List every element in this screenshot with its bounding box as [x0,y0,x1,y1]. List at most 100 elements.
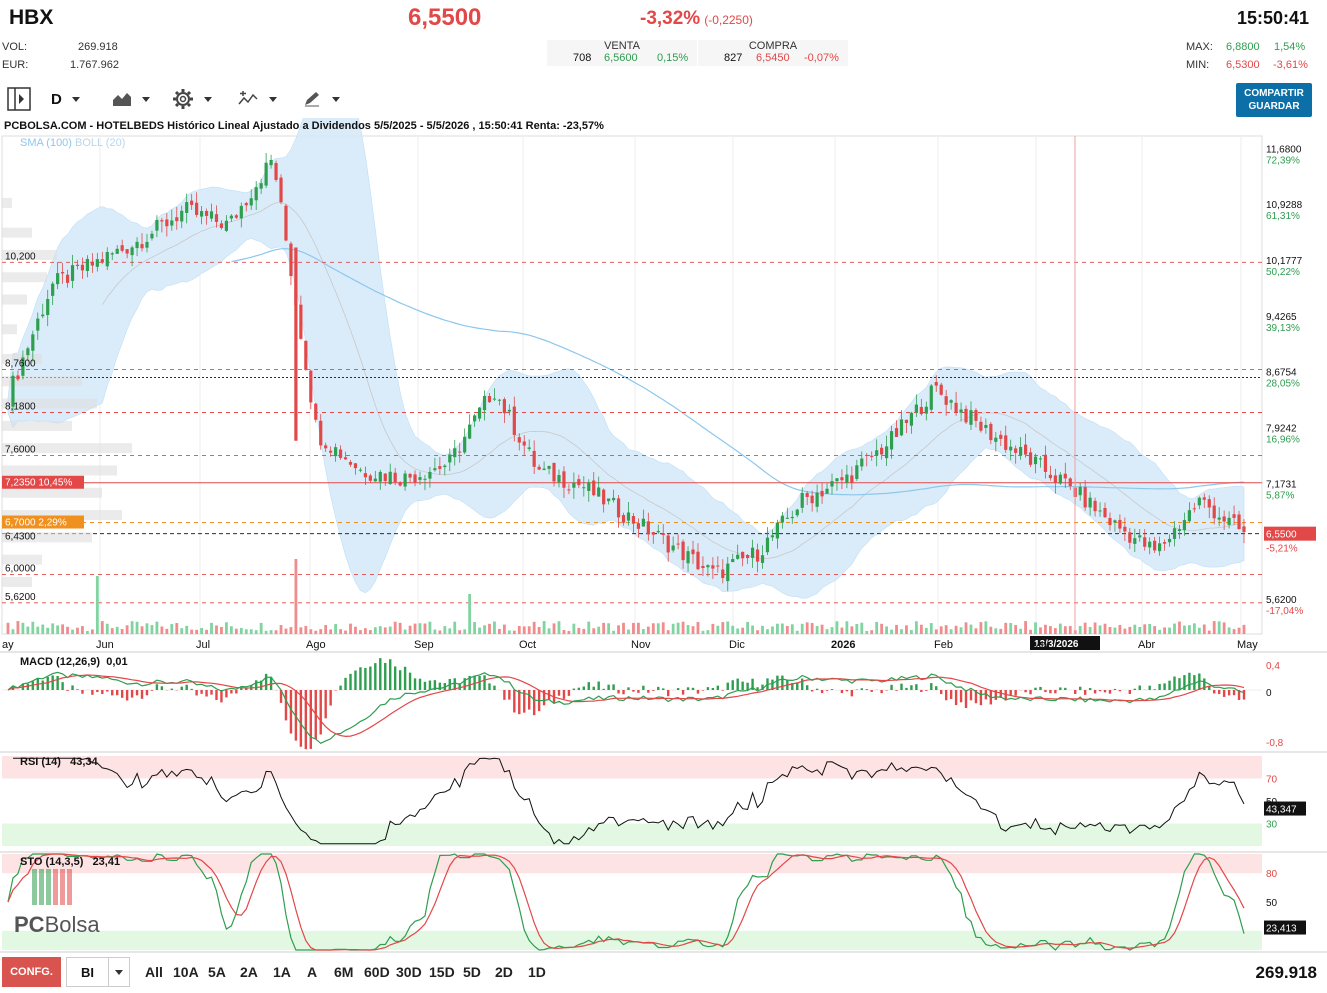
volume-bar [1207,630,1211,634]
candle [41,314,45,317]
toggle-panel-button[interactable] [6,86,32,112]
macd-hist [1098,690,1102,692]
volume-bar [522,626,526,634]
candle [681,541,685,561]
macd-hist [1158,683,1161,690]
macd-hist [552,690,556,703]
venta-price: 6,5600 [604,52,638,64]
candle [1167,538,1172,543]
volume-bar [676,622,680,634]
range-10a[interactable]: 10A [173,964,199,980]
range-1a[interactable]: 1A [273,964,291,980]
macd-hist [413,678,417,690]
candle [145,241,149,248]
volume-bar [617,625,620,634]
macd-hist [686,687,690,690]
macd-hist [850,690,854,697]
candle [914,404,918,412]
volume-bar [597,626,601,634]
macd-hist [751,678,754,690]
range-1d[interactable]: 1D [528,964,546,980]
volume-bar [592,628,596,634]
compra-price: 6,5450 [756,52,790,64]
drawing-tools-dropdown[interactable] [302,86,340,112]
volume-bar [61,624,65,634]
period-dropdown[interactable]: D [51,86,80,112]
range-2d[interactable]: 2D [495,964,513,980]
range-2a[interactable]: 2A [240,964,258,980]
scale-select[interactable]: BI [66,957,130,987]
sma-legend: SMA (100) [20,137,72,149]
macd-hist [969,690,973,701]
macd-hist [354,670,357,690]
volume-bar [999,628,1003,634]
candle [433,468,437,471]
candle [954,402,958,413]
range-15d[interactable]: 15D [429,964,455,980]
candle [448,454,452,463]
range-a[interactable]: A [307,964,318,980]
range-5d[interactable]: 5D [463,964,481,980]
volume-bar [780,623,784,634]
range-5a[interactable]: 5A [208,964,226,980]
range-6m[interactable]: 6M [334,964,354,980]
macd-hist [190,688,193,690]
range-30d[interactable]: 30D [396,964,422,980]
range-60d[interactable]: 60D [364,964,390,980]
current-price-label: 6,5500 [1266,530,1297,541]
ticker-symbol: HBX [9,6,54,29]
chart-type-dropdown[interactable] [112,86,150,112]
macd-hist [389,659,392,690]
macd-hist [299,690,303,747]
indicator-legend: SMA (100) BOLL (20) [20,137,125,149]
volume-bar [741,627,745,634]
share-save-button[interactable]: COMPARTIR GUARDAR [1236,83,1312,117]
right-axis-price: 7,9242 [1266,424,1297,435]
candle [279,177,283,203]
macd-hist [666,690,670,697]
macd-axis-label: 0 [1266,688,1272,699]
volume-bar [46,627,50,634]
macd-hist [870,690,873,692]
volume-bar [354,626,357,634]
config-button[interactable]: CONFG. [2,957,61,987]
candle [597,487,601,497]
candle [100,259,104,263]
volume-bar [269,630,273,634]
volume-bar [170,624,174,634]
volume-bar [1098,625,1102,634]
candle [502,399,506,414]
candle [1108,517,1112,526]
candle [919,406,923,415]
candle [487,396,492,403]
range-all[interactable]: All [145,964,163,980]
macd-hist [488,683,491,690]
macd-hist [56,675,59,690]
macd-hist [1093,690,1097,694]
candle [1118,519,1122,529]
macd-hist [1128,690,1132,695]
macd-hist [284,690,288,721]
settings-dropdown[interactable] [172,86,212,112]
volume-profile-bar [2,197,12,208]
volume-bar [309,629,313,634]
candle [334,447,338,457]
candle [731,559,735,563]
candle [1177,529,1182,532]
candle [726,563,730,582]
sto-axis-label: 50 [1266,898,1278,909]
left-level-label: 6,0000 [5,564,36,575]
candle [676,543,680,545]
bollinger-band [7,118,1245,599]
macd-hist [944,690,948,701]
price-chart[interactable]: 13/3/2026 ay Jun Jul Ago Sep Oct Nov Dic 2026 Feb M… [0,118,1327,954]
indicators-dropdown[interactable] [237,86,277,112]
macd-hist [607,684,610,690]
candle [1148,541,1152,548]
volume-bar [403,629,407,634]
macd-hist [111,690,114,696]
candle [651,532,655,535]
candle [65,274,70,283]
macd-hist [999,690,1002,698]
candle [557,475,561,483]
